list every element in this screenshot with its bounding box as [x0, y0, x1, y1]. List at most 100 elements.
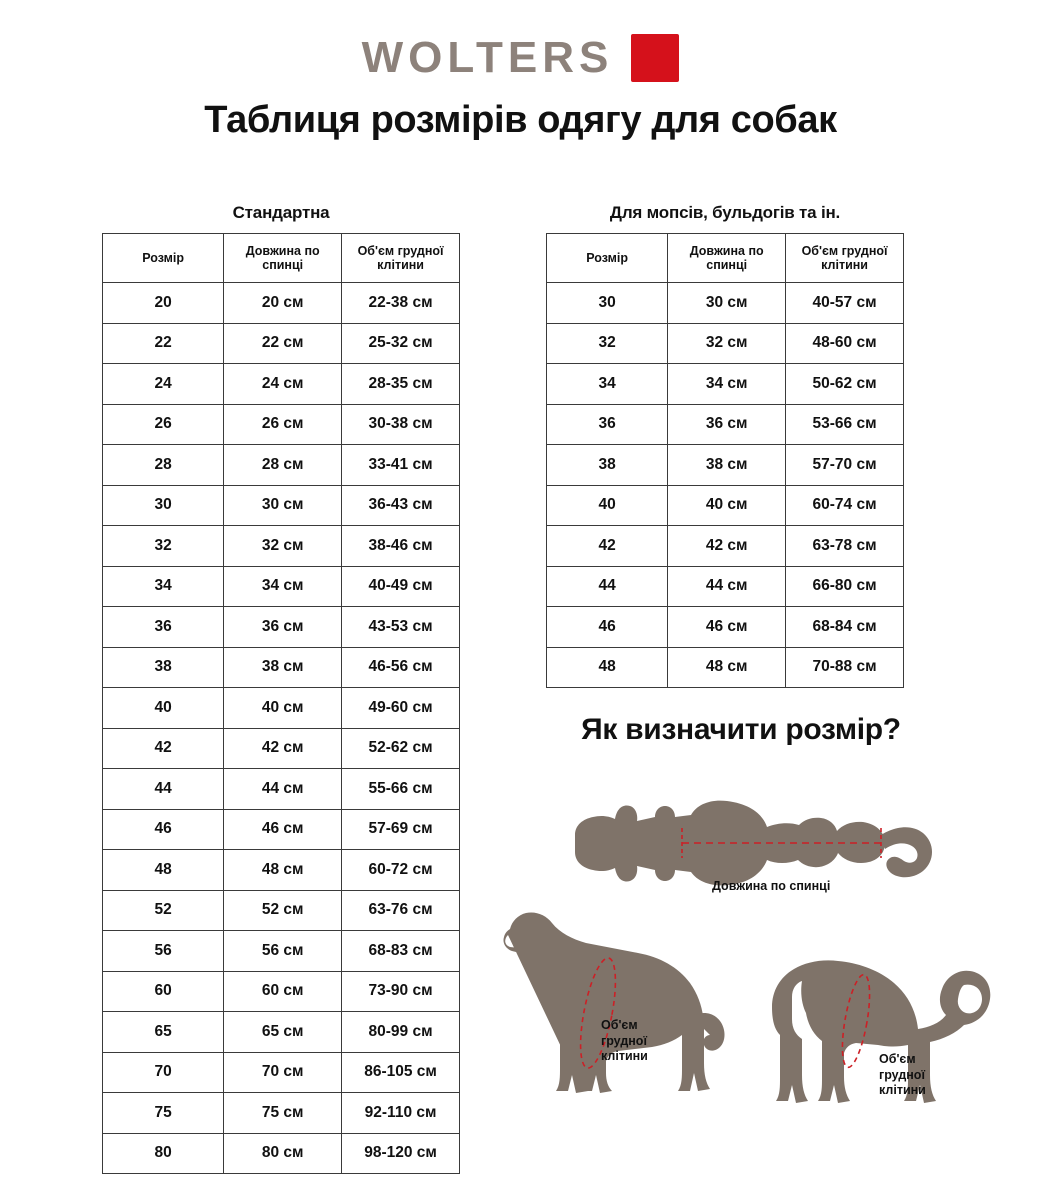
- cell-chest-girth: 63-78 см: [785, 525, 904, 567]
- cell-size: 40: [545, 484, 669, 526]
- cell-size: 42: [545, 525, 669, 567]
- table-row: 56 56 см 68-83 см: [101, 930, 460, 972]
- cell-size: 46: [101, 808, 225, 850]
- cell-chest-girth: 92-110 см: [341, 1092, 460, 1134]
- cell-size: 80: [101, 1132, 225, 1174]
- cell-size: 36: [101, 606, 225, 648]
- cell-chest-girth: 52-62 см: [341, 727, 460, 769]
- cell-size: 22: [101, 322, 225, 364]
- table-row: 40 40 см 49-60 см: [101, 687, 460, 729]
- chest-caption-line-2: грудної: [879, 1067, 925, 1082]
- cell-size: 48: [545, 646, 669, 688]
- cell-back-length: 56 см: [223, 930, 343, 972]
- cell-back-length: 32 см: [223, 525, 343, 567]
- cell-back-length: 46 см: [223, 808, 343, 850]
- table-row: 42 42 см 52-62 см: [101, 727, 460, 769]
- table-row: 46 46 см 57-69 см: [101, 808, 460, 850]
- chest-girth-measure-ellipse: [841, 973, 871, 1069]
- cell-chest-girth: 36-43 см: [341, 484, 460, 526]
- cell-chest-girth: 40-49 см: [341, 565, 460, 607]
- cell-chest-girth: 25-32 см: [341, 322, 460, 364]
- cell-back-length: 42 см: [667, 525, 787, 567]
- cell-back-length: 32 см: [667, 322, 787, 364]
- cell-chest-girth: 63-76 см: [341, 889, 460, 931]
- table-row: 48 48 см 70-88 см: [545, 646, 904, 688]
- cell-chest-girth: 22-38 см: [341, 282, 460, 324]
- cell-chest-girth: 80-99 см: [341, 1011, 460, 1053]
- table-row: 22 22 см 25-32 см: [101, 322, 460, 364]
- cell-size: 70: [101, 1051, 225, 1093]
- standard-size-table-block: Стандартна Розмір Довжина по спинці Об'є…: [101, 203, 460, 1174]
- brachy-size-table-block: Для мопсів, бульдогів та ін. Розмір Довж…: [545, 203, 904, 688]
- cell-chest-girth: 43-53 см: [341, 606, 460, 648]
- table-row: 65 65 см 80-99 см: [101, 1011, 460, 1053]
- chest-caption-line-2: грудної: [601, 1033, 647, 1048]
- standard-table-caption: Стандартна: [232, 203, 330, 222]
- dog-side-view-illustration: [503, 912, 725, 1093]
- back-length-caption: Довжина по спинці: [712, 879, 831, 893]
- table-row: 34 34 см 40-49 см: [101, 565, 460, 607]
- cell-back-length: 44 см: [223, 768, 343, 810]
- cell-size: 20: [101, 282, 225, 324]
- back-length-measure-line: [681, 828, 882, 858]
- table-row: 48 48 см 60-72 см: [101, 849, 460, 891]
- cell-size: 24: [101, 363, 225, 405]
- cell-size: 42: [101, 727, 225, 769]
- table-row: 60 60 см 73-90 см: [101, 970, 460, 1012]
- cell-size: 48: [101, 849, 225, 891]
- cell-chest-girth: 40-57 см: [785, 282, 904, 324]
- cell-chest-girth: 33-41 см: [341, 444, 460, 486]
- brand-wordmark: WOLTERS: [361, 33, 614, 82]
- howto-section-title: Як визначити розмір?: [581, 713, 901, 746]
- table-row: 30 30 см 40-57 см: [545, 282, 904, 324]
- cell-size: 40: [101, 687, 225, 729]
- cell-size: 28: [101, 444, 225, 486]
- cell-back-length: 24 см: [223, 363, 343, 405]
- table-row: 30 30 см 36-43 см: [101, 484, 460, 526]
- cell-size: 30: [545, 282, 669, 324]
- cell-chest-girth: 57-70 см: [785, 444, 904, 486]
- cell-size: 34: [545, 363, 669, 405]
- cell-size: 65: [101, 1011, 225, 1053]
- cell-back-length: 46 см: [667, 606, 787, 648]
- cell-size: 52: [101, 889, 225, 931]
- cell-back-length: 40 см: [667, 484, 787, 526]
- brand-square-icon: [631, 34, 680, 82]
- pug-silhouette-icon: [772, 960, 991, 1103]
- cell-chest-girth: 38-46 см: [341, 525, 460, 567]
- cell-back-length: 28 см: [223, 444, 343, 486]
- cell-size: 30: [101, 484, 225, 526]
- page-title: Таблиця розмірів одягу для собак: [204, 99, 837, 141]
- table-row: 52 52 см 63-76 см: [101, 889, 460, 931]
- cell-chest-girth: 68-84 см: [785, 606, 904, 648]
- cell-size: 60: [101, 970, 225, 1012]
- cell-chest-girth: 30-38 см: [341, 403, 460, 445]
- table-row: 46 46 см 68-84 см: [545, 606, 904, 648]
- chest-caption-line-3: клітини: [601, 1049, 648, 1064]
- cell-size: 36: [545, 403, 669, 445]
- column-header-size: Розмір: [545, 233, 669, 283]
- cell-chest-girth: 57-69 см: [341, 808, 460, 850]
- cell-chest-girth: 73-90 см: [341, 970, 460, 1012]
- cell-back-length: 48 см: [667, 646, 787, 688]
- table-row: 26 26 см 30-38 см: [101, 403, 460, 445]
- standard-size-table: Розмір Довжина по спинці Об'єм грудної к…: [101, 233, 460, 1174]
- table-header-row: Розмір Довжина по спинці Об'єм грудної к…: [545, 233, 904, 283]
- cell-back-length: 75 см: [223, 1092, 343, 1134]
- cell-back-length: 52 см: [223, 889, 343, 931]
- cell-back-length: 34 см: [667, 363, 787, 405]
- chest-girth-measure-ellipse: [579, 957, 617, 1069]
- cell-chest-girth: 46-56 см: [341, 646, 460, 688]
- cell-back-length: 30 см: [667, 282, 787, 324]
- cell-back-length: 22 см: [223, 322, 343, 364]
- cell-chest-girth: 70-88 см: [785, 646, 904, 688]
- cell-back-length: 40 см: [223, 687, 343, 729]
- column-header-size: Розмір: [101, 233, 225, 283]
- cell-size: 38: [101, 646, 225, 688]
- cell-chest-girth: 60-72 см: [341, 849, 460, 891]
- cell-back-length: 60 см: [223, 970, 343, 1012]
- cell-chest-girth: 48-60 см: [785, 322, 904, 364]
- column-header-length: Довжина по спинці: [667, 233, 787, 283]
- table-row: 34 34 см 50-62 см: [545, 363, 904, 405]
- table-row: 42 42 см 63-78 см: [545, 525, 904, 567]
